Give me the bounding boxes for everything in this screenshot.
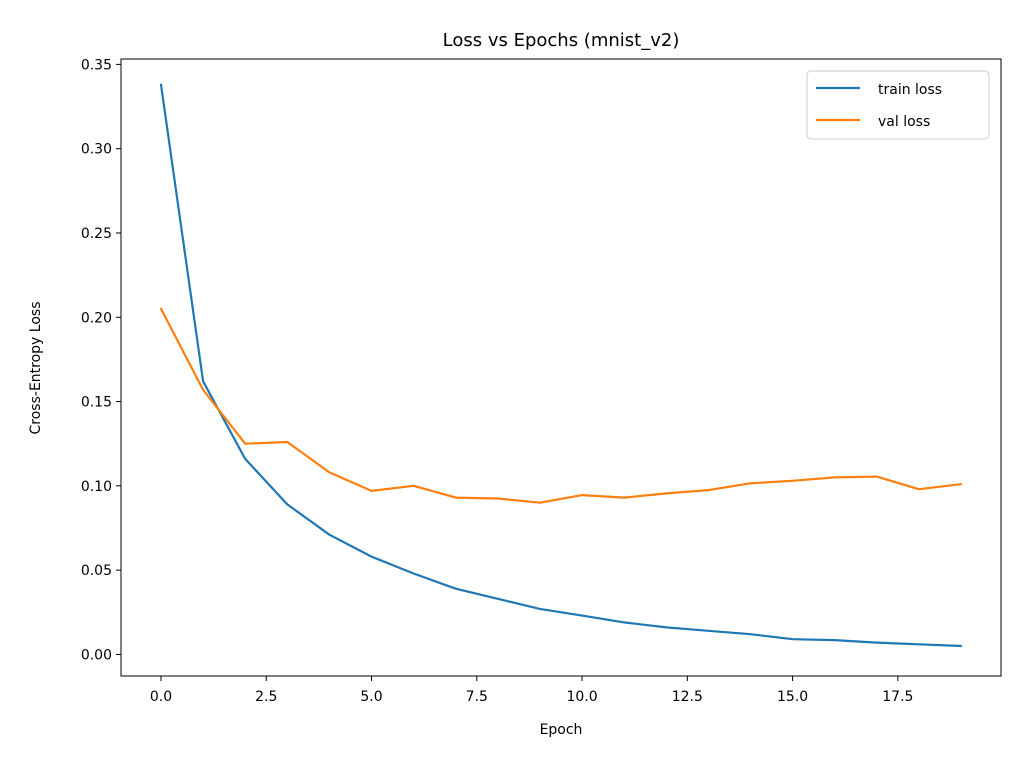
legend-label-val-loss: val loss [878, 114, 930, 130]
x-tick-label: 5.0 [360, 689, 382, 705]
x-tick-label: 17.5 [882, 689, 913, 705]
series-line-val-loss [159, 307, 963, 504]
y-axis-label: Cross-Entropy Loss [28, 302, 44, 435]
y-tick-label: 0.00 [81, 647, 112, 663]
x-axis-ticks: 0.0 2.5 5.0 7.5 10.0 12.5 15.0 17.5 [150, 676, 913, 705]
x-tick-label: 0.0 [150, 689, 172, 705]
y-tick-label: 0.10 [81, 479, 112, 495]
x-tick-label: 10.0 [566, 689, 597, 705]
series-lines [159, 83, 963, 648]
x-tick-label: 2.5 [255, 689, 277, 705]
x-tick-label: 12.5 [672, 689, 703, 705]
y-tick-label: 0.20 [81, 310, 112, 326]
x-axis-label: Epoch [540, 722, 583, 738]
y-axis-ticks: 0.00 0.05 0.10 0.15 0.20 0.25 0.30 0.35 [81, 57, 121, 663]
plot-frame [120, 58, 1002, 677]
legend: train loss val loss [806, 70, 990, 140]
y-tick-label: 0.30 [81, 142, 112, 158]
x-tick-label: 15.0 [777, 689, 808, 705]
y-tick-label: 0.35 [81, 57, 112, 73]
x-tick-label: 7.5 [466, 689, 488, 705]
y-tick-label: 0.25 [81, 226, 112, 242]
chart-title: Loss vs Epochs (mnist_v2) [443, 30, 680, 51]
series-line-train-loss [159, 83, 963, 648]
legend-label-train-loss: train loss [878, 82, 942, 98]
y-tick-label: 0.15 [81, 395, 112, 411]
y-tick-label: 0.05 [81, 563, 112, 579]
